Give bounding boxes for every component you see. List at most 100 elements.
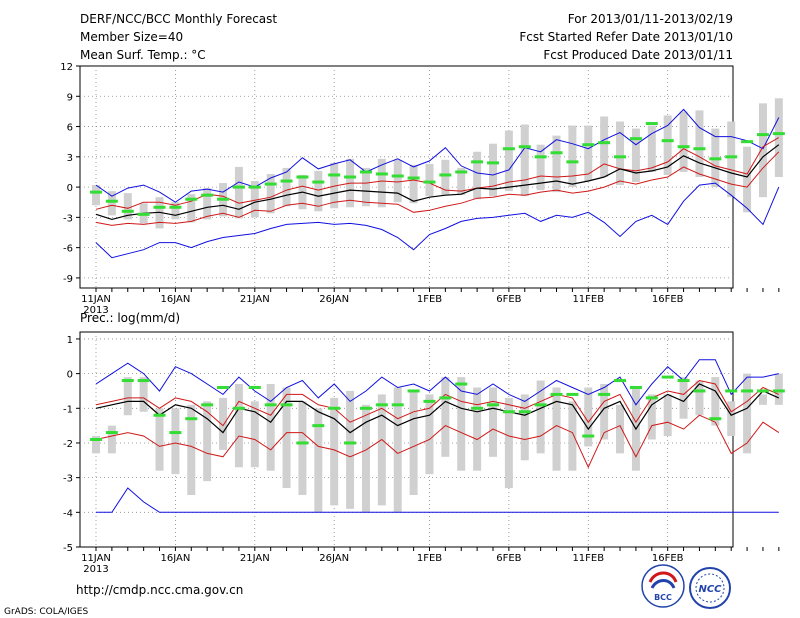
prec-ensemble-bar [774,373,783,405]
prec-ensemble-bar [346,390,355,509]
precipitation-panel: -5 -4 -3 -2 -1 0 1 11JAN 16JAN 21JAN 26JAN 1FEB 6FEB… [63,331,785,575]
prec-xtick-label: 11FEB [572,553,604,564]
prec-ensemble-bar [203,401,212,482]
prec-min-line [96,487,779,513]
temp-xtick-label: 16JAN [160,294,190,305]
temp-ensemble-bar [266,173,275,214]
temp-mean-line [95,144,780,221]
variable-label: Mean Surf. Temp.: °C [80,48,206,62]
source-url: http://cmdp.ncc.cma.gov.cn [76,583,243,597]
temp-xtick-label: 11JAN [81,294,111,305]
prec-ensemble-bar [568,401,577,471]
temp-xtick-label: 26JAN [319,294,349,305]
temp-ensemble-bar [107,191,116,216]
temp-ensemble-bar [536,144,545,191]
prec-ensemble-bar [504,397,513,489]
bcc-logo: BCC [641,564,685,608]
prec-p25-line [95,414,780,469]
temp-ensemble-bar [552,135,561,193]
prec-ensemble-bar [663,394,672,437]
temp-ytick-label: 9 [67,92,73,103]
prec-xtick-label: 16JAN [160,553,190,564]
temp-ensemble-bar [774,98,783,177]
prec-xtick-label: 1FEB [417,553,442,564]
temp-ensemble-bar [187,194,196,223]
temp-plot-frame [79,65,734,289]
prec-ensemble-bar [282,387,291,489]
prec-ensemble-bar [266,384,275,471]
temp-ensemble-bar [568,125,577,188]
prec-ensemble-bar [139,377,148,412]
forecast-produced-date: Fcst Produced Date 2013/01/11 [543,48,733,62]
prec-ensemble-bar [536,380,545,454]
prec-p75-line [95,379,780,427]
temp-ensemble-bar [743,146,752,213]
forecast-start-date: Fcst Started Refer Date 2013/01/10 [519,30,733,44]
prec-ensemble-bar [727,401,736,437]
temp-p25-line [95,151,780,226]
temp-ensemble-bar [314,170,323,212]
prec-ensemble-bar [743,373,752,454]
temp-ensemble-bar [616,121,625,186]
temp-ensemble-bar [425,163,434,197]
temp-ensemble-bar [123,193,132,220]
prec-xtick-label: 16FEB [652,553,684,564]
prec-ensemble-bar [219,397,228,450]
temp-ensemble-bar [361,167,370,207]
prec-ytick-label: -3 [63,474,73,485]
figure-title: DERF/NCC/BCC Monthly Forecast [80,12,277,26]
prec-ensemble-bar [314,408,323,513]
temp-min-line [95,182,780,259]
temp-ensemble-bar [393,159,402,203]
prec-ensemble-bar [489,387,497,457]
prec-ensemble-bar [758,394,767,405]
prec-ensemble-bar [584,387,593,447]
grads-credit: GrADS: COLA/IGES [4,607,88,617]
prec-ensemble-bar [298,401,307,495]
temp-ensemble-bar [695,110,704,177]
temp-ensemble-bar [631,128,640,183]
prec-ytick-label: -1 [63,404,73,415]
temp-ensemble-bar [600,116,609,177]
temp-ensemble-bar [758,103,767,198]
prec-ytick-label: 1 [67,335,73,346]
prec-ensemble-bar [520,394,529,461]
prec-ensemble-bar [616,404,625,454]
temp-max-line [95,108,780,203]
temp-ensemble-bar [473,151,482,200]
prec-ensemble-bar [234,384,243,468]
temp-ensemble-bar [203,188,212,220]
prec-ytick-label: -5 [63,543,73,554]
temp-ensemble-bar [92,185,100,206]
prec-ensemble-bar [107,425,116,454]
prec-ensemble-bar [155,408,164,471]
temp-ensemble-bar [504,130,513,192]
temperature-panel: -9 -6 -3 0 3 6 9 12 11JAN 16JAN 21JAN 26JAN 1FEB 6FEB… [60,62,785,316]
temp-ensemble-bar [727,121,736,198]
temp-ensemble-bar [250,181,259,218]
prec-ensemble-bar [250,401,259,468]
prec-ensemble-bar [711,377,720,426]
prec-mean-line [95,383,780,434]
prec-ensemble-bar [361,404,370,513]
temp-ensemble-bar [520,124,529,197]
prec-ensemble-bar [473,387,482,471]
prec-ensemble-bar [171,408,180,475]
temp-ytick-label: -6 [63,244,73,255]
temp-ytick-label: -9 [63,274,73,285]
temp-ensemble-bar [489,143,497,197]
prec-ensemble-bar [123,377,132,416]
precip-title: Prec.: log(mm/d) [80,311,180,325]
temp-ytick-label: 6 [67,123,73,134]
ncc-logo-text: NCC [698,584,722,595]
prec-xtick-label: 26JAN [319,553,349,564]
temp-ytick-label: -3 [63,213,73,224]
bcc-logo-text: BCC [654,593,672,602]
prec-ensemble-bar [552,387,561,471]
prec-max-line [95,359,779,406]
temp-ensemble-bar [409,164,418,204]
prec-ensemble-bar [409,390,418,495]
prec-ensemble-bar [441,377,450,457]
prec-ensemble-bar [600,384,609,440]
temp-ensemble-bar [584,125,593,182]
